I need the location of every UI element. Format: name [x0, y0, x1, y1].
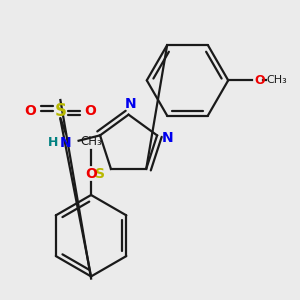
Text: O: O — [254, 74, 265, 87]
Text: H: H — [48, 136, 58, 149]
Text: N: N — [162, 130, 174, 145]
Text: N: N — [125, 97, 136, 111]
Text: O: O — [85, 167, 97, 181]
Text: CH₃: CH₃ — [267, 75, 287, 85]
Text: O: O — [25, 104, 36, 118]
Text: O: O — [85, 104, 96, 118]
Text: CH₃: CH₃ — [80, 135, 102, 148]
Text: S: S — [54, 102, 66, 120]
Text: N: N — [60, 136, 72, 150]
Text: S: S — [95, 167, 105, 181]
